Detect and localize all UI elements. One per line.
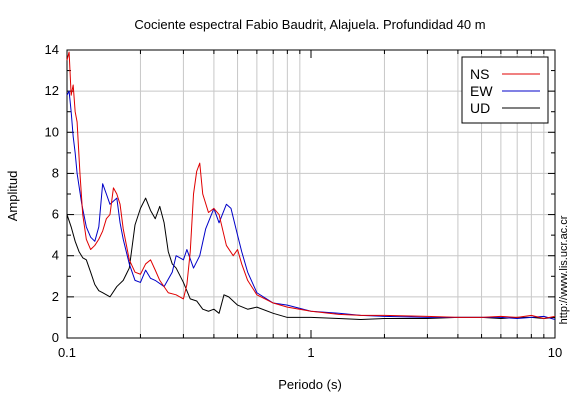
series-lines — [66, 51, 556, 320]
x-tick-label: 1 — [307, 345, 314, 360]
y-tick-label: 10 — [45, 124, 59, 139]
x-tick-label: 10 — [548, 345, 562, 360]
y-tick-label: 2 — [52, 289, 59, 304]
side-url-label: http://www.lis.ucr.ac.cr — [558, 215, 570, 324]
legend-box — [461, 56, 549, 124]
y-tick-label: 14 — [45, 42, 59, 57]
chart-title: Cociente espectral Fabio Baudrit, Alajue… — [134, 17, 485, 32]
legend: NS EW UD — [461, 56, 549, 124]
series-line-ud — [66, 197, 556, 320]
axis-ticks: 0 2 4 6 8 10 12 14 0.1 1 10 — [45, 42, 563, 360]
y-axis-label: Amplitud — [5, 171, 20, 222]
y-tick-label: 6 — [52, 207, 59, 222]
series-line-ns — [66, 51, 556, 319]
grid — [67, 50, 555, 338]
y-tick-label: 0 — [52, 330, 59, 345]
y-tick-label: 8 — [52, 165, 59, 180]
y-tick-label: 4 — [52, 248, 59, 263]
x-tick-label: 0.1 — [58, 345, 76, 360]
legend-label-ew: EW — [470, 83, 493, 99]
y-tick-label: 12 — [45, 83, 59, 98]
x-axis-label: Periodo (s) — [278, 377, 342, 392]
legend-label-ns: NS — [470, 66, 489, 82]
legend-label-ud: UD — [470, 100, 490, 116]
